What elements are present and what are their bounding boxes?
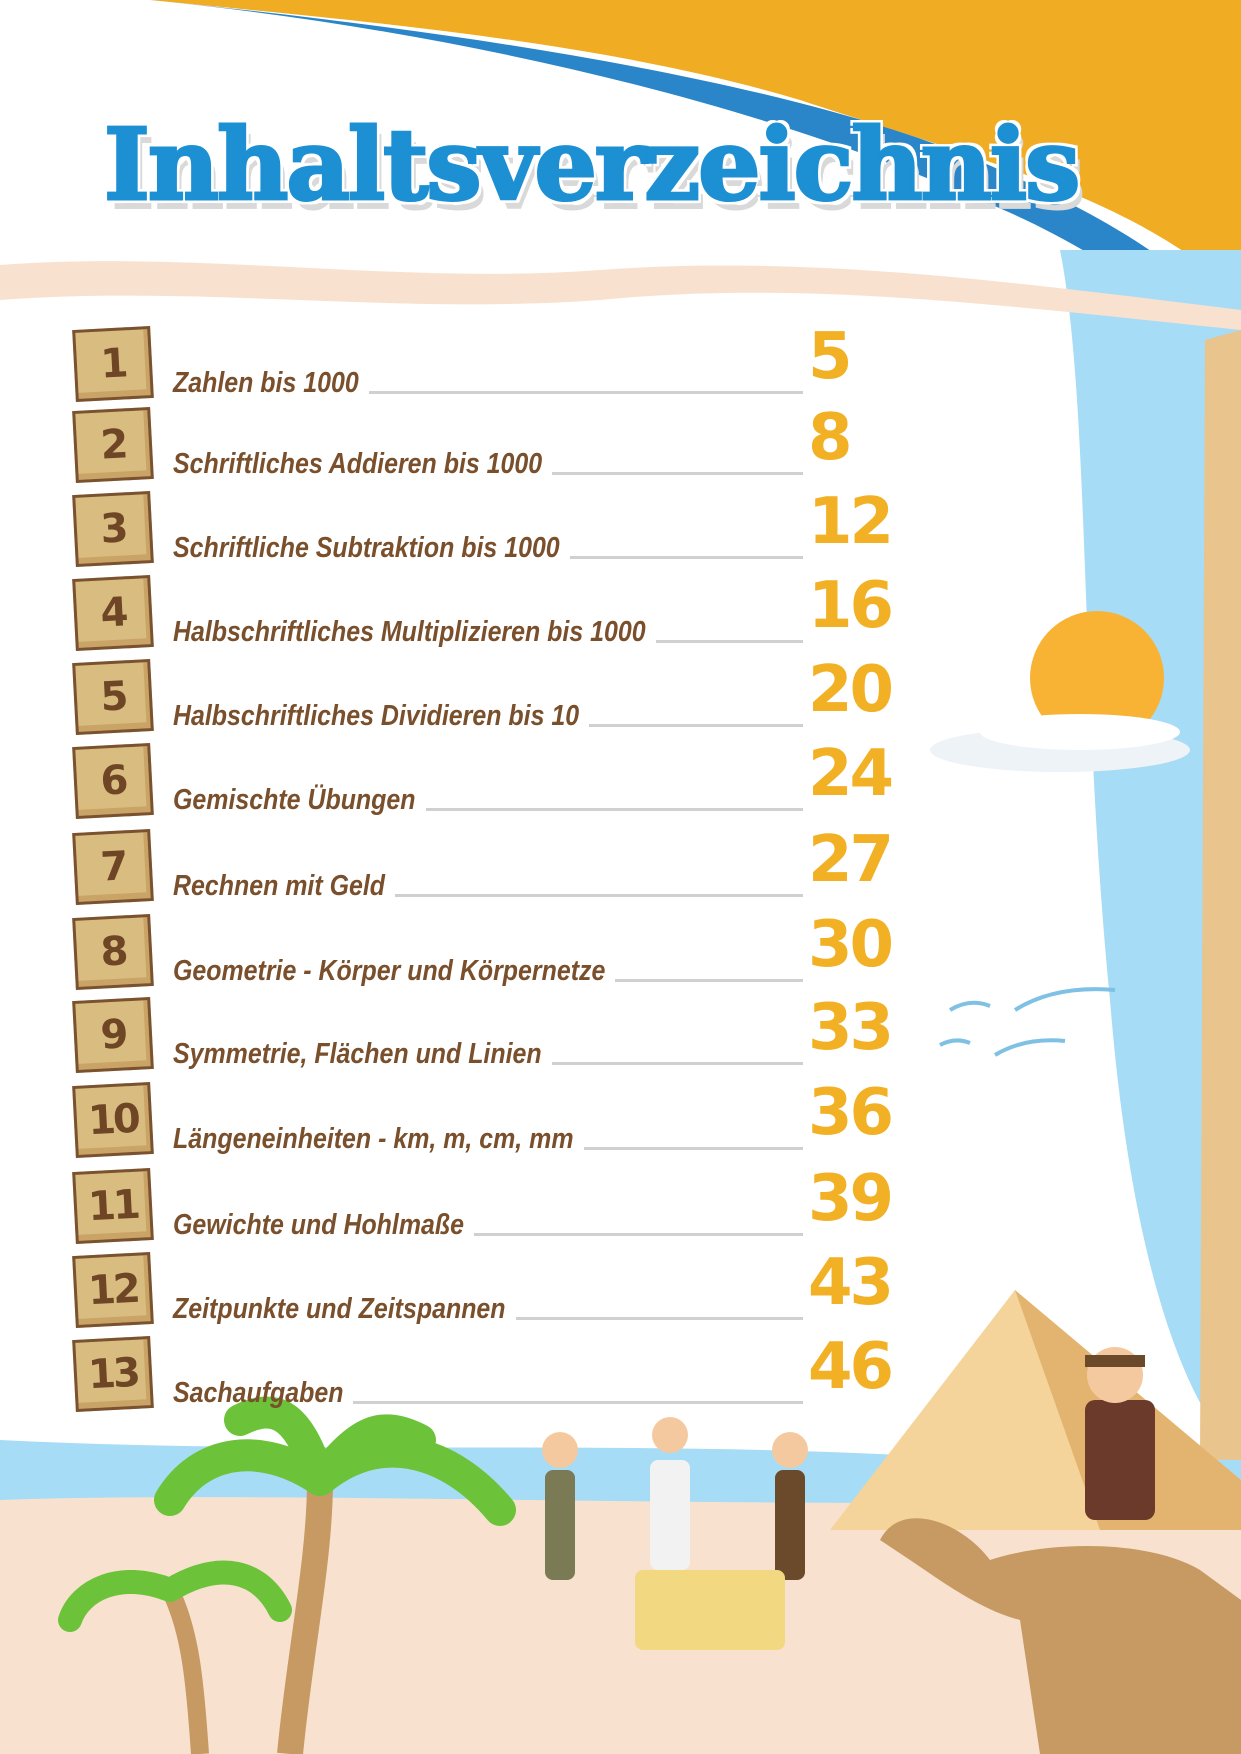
page-number: 24 [808, 737, 894, 811]
page-number: 36 [808, 1076, 894, 1150]
chapter-title: Gemischte Übungen [173, 784, 416, 816]
dotted-leader-line [655, 640, 803, 643]
chapter-title: Zeitpunkte und Zeitspannen [173, 1293, 506, 1325]
toc-entry[interactable]: 3 Schriftliche Subtraktion bis 1000 12 [70, 485, 920, 573]
page-number: 43 [808, 1246, 894, 1320]
dotted-leader-line [353, 1401, 803, 1404]
chapter-number-badge: 1 [72, 326, 154, 402]
dotted-leader-line [515, 1317, 803, 1320]
sun [1030, 611, 1164, 745]
chapter-number-badge: 5 [72, 659, 154, 735]
page-title: Inhaltsverzeichnis [102, 107, 1081, 225]
orange-swoosh [150, 0, 1241, 300]
page-number: 33 [808, 991, 894, 1065]
palm-tree [58, 1396, 516, 1754]
chapter-title: Halbschriftliches Dividieren bis 10 [173, 700, 580, 732]
dotted-leader-line [474, 1233, 803, 1236]
chapter-title: Symmetrie, Flächen und Linien [173, 1038, 542, 1070]
toc-entry[interactable]: 1 Zahlen bis 1000 5 [70, 320, 920, 408]
explorers [542, 1417, 808, 1580]
page-number: 30 [808, 908, 894, 982]
dotted-leader-line [551, 1062, 803, 1065]
page-number: 46 [808, 1330, 894, 1404]
dotted-leader-line [395, 894, 803, 897]
chapter-title: Gewichte und Hohlmaße [173, 1209, 465, 1241]
sky-band [1060, 250, 1241, 1460]
page-number: 16 [808, 569, 894, 643]
chapter-number-badge: 9 [72, 997, 154, 1073]
toc-entry[interactable]: 5 Halbschriftliches Dividieren bis 10 20 [70, 653, 920, 741]
toc-entry[interactable]: 11 Gewichte und Hohlmaße 39 [70, 1162, 920, 1250]
chapter-title: Längeneinheiten - km, m, cm, mm [173, 1123, 574, 1155]
chapter-number-badge: 4 [72, 575, 154, 651]
chapter-title: Schriftliche Subtraktion bis 1000 [173, 532, 560, 564]
sand-wave [0, 261, 1241, 330]
chapter-title: Rechnen mit Geld [173, 870, 386, 902]
toc-entry[interactable]: 12 Zeitpunkte und Zeitspannen 43 [70, 1246, 920, 1334]
camel-rider [880, 1347, 1241, 1754]
toc-entry[interactable]: 2 Schriftliches Addieren bis 1000 8 [70, 401, 920, 489]
dotted-leader-line [368, 391, 803, 394]
blue-swoosh [150, 0, 1241, 370]
chapter-title: Schriftliches Addieren bis 1000 [173, 448, 543, 480]
page-number: 5 [808, 320, 852, 394]
toc-entry[interactable]: 9 Symmetrie, Flächen und Linien 33 [70, 991, 920, 1079]
chapter-number-badge: 7 [72, 829, 154, 905]
toc-entry[interactable]: 13 Sachaufgaben 46 [70, 1330, 920, 1418]
toc-entry[interactable]: 4 Halbschriftliches Multiplizieren bis 1… [70, 569, 920, 657]
toc-entry[interactable]: 7 Rechnen mit Geld 27 [70, 823, 920, 911]
treasure-chest [635, 1570, 785, 1650]
page-number: 8 [808, 401, 852, 475]
dotted-leader-line [589, 724, 803, 727]
chapter-number-badge: 12 [72, 1252, 154, 1328]
dotted-leader-line [552, 472, 803, 475]
dotted-leader-line [569, 556, 803, 559]
chapter-title: Sachaufgaben [173, 1377, 344, 1409]
toc-entry[interactable]: 6 Gemischte Übungen 24 [70, 737, 920, 825]
cliff-wall [1200, 330, 1241, 1500]
page-number: 12 [808, 485, 894, 559]
chapter-number-badge: 3 [72, 491, 154, 567]
toc-entry[interactable]: 8 Geometrie - Körper und Körpernetze 30 [70, 908, 920, 996]
chapter-title: Zahlen bis 1000 [173, 367, 359, 399]
chapter-number-badge: 6 [72, 743, 154, 819]
birds [939, 987, 1116, 1057]
cloud-part [980, 714, 1180, 750]
chapter-title: Halbschriftliches Multiplizieren bis 100… [173, 616, 646, 648]
dotted-leader-line [583, 1147, 803, 1150]
dotted-leader-line [615, 979, 803, 982]
chapter-number-badge: 13 [72, 1336, 154, 1412]
chapter-number-badge: 11 [72, 1168, 154, 1244]
page-number: 20 [808, 653, 894, 727]
dotted-leader-line [425, 808, 803, 811]
toc-entry[interactable]: 10 Längeneinheiten - km, m, cm, mm 36 [70, 1076, 920, 1164]
page-number: 39 [808, 1162, 894, 1236]
chapter-number-badge: 2 [72, 407, 154, 483]
chapter-number-badge: 10 [72, 1082, 154, 1158]
chapter-number-badge: 8 [72, 914, 154, 990]
page-number: 27 [808, 823, 894, 897]
chapter-title: Geometrie - Körper und Körpernetze [173, 955, 606, 987]
